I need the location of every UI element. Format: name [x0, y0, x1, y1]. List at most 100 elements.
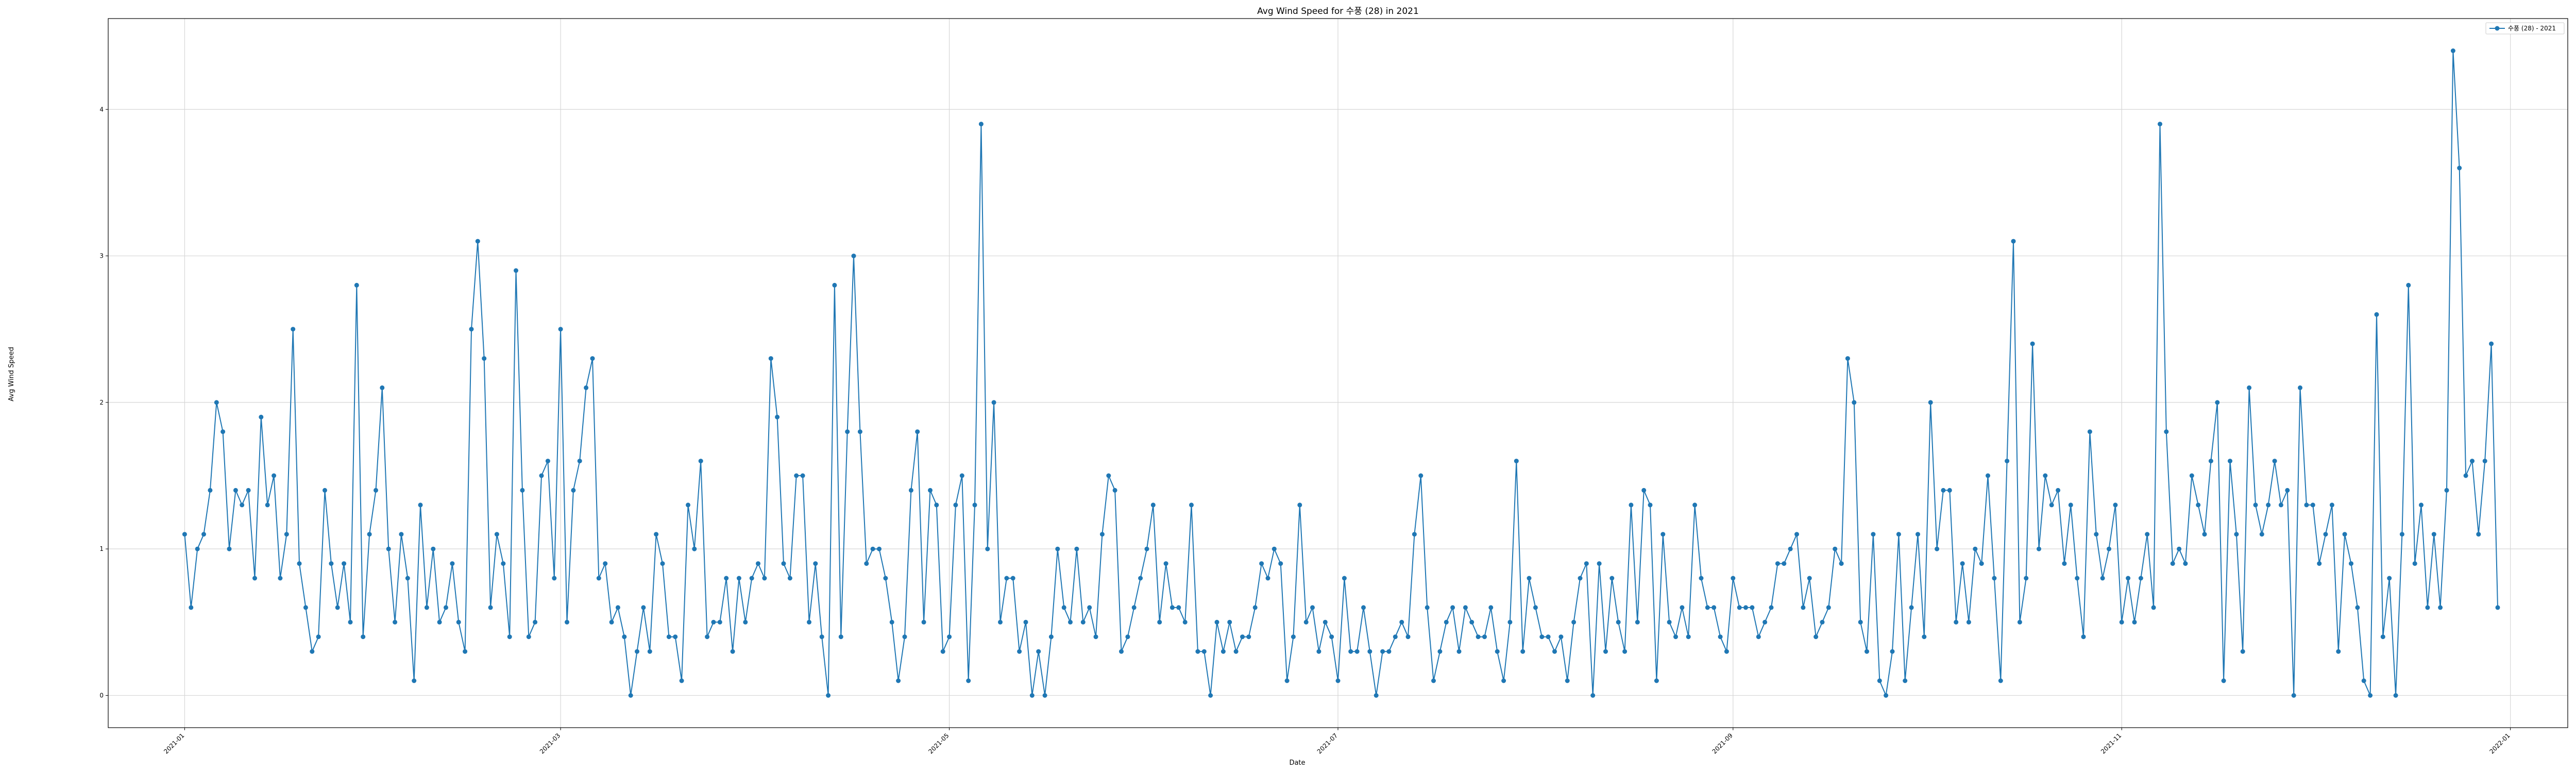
series-line [184, 50, 2498, 696]
data-point [902, 634, 907, 640]
data-point [1979, 561, 1984, 566]
data-point [1673, 634, 1678, 640]
data-point [2259, 532, 2264, 537]
data-point [552, 576, 557, 581]
data-point [2068, 502, 2073, 508]
data-point [2087, 429, 2092, 434]
data-point [246, 488, 251, 493]
series-layer [182, 48, 2500, 698]
data-point [1852, 400, 1857, 405]
data-point [1259, 561, 1264, 566]
data-point [431, 546, 436, 551]
data-point [1456, 649, 1462, 654]
data-point [450, 561, 455, 566]
data-point [1692, 502, 1698, 508]
data-point [1163, 561, 1168, 566]
data-point [889, 619, 894, 625]
data-point [730, 649, 735, 654]
data-point [1036, 649, 1041, 654]
data-point [647, 649, 652, 654]
data-point [2361, 678, 2366, 683]
data-point [1769, 605, 1774, 610]
data-point [2145, 532, 2150, 537]
data-point [2438, 605, 2443, 610]
data-point [1425, 605, 1430, 610]
data-point [1527, 576, 1532, 581]
data-point [1686, 634, 1691, 640]
data-point [2094, 532, 2099, 537]
data-point [1641, 488, 1647, 493]
data-point [1896, 532, 1901, 537]
data-point [1476, 634, 1481, 640]
data-point [1762, 619, 1768, 625]
data-point [558, 327, 563, 332]
data-point [1023, 619, 1028, 625]
data-point [1546, 634, 1551, 640]
data-point [928, 488, 933, 493]
data-point [1444, 619, 1449, 625]
data-point [2450, 48, 2455, 53]
data-point [603, 561, 608, 566]
data-point [284, 532, 289, 537]
data-point [1125, 634, 1130, 640]
data-point [577, 459, 582, 464]
data-point [1068, 619, 1073, 625]
data-point [2329, 502, 2334, 508]
data-point [1884, 693, 1889, 698]
data-point [469, 327, 474, 332]
data-point [1603, 649, 1608, 654]
data-point [857, 429, 862, 434]
data-point [2368, 693, 2373, 698]
x-tick-label: 2021-05 [927, 732, 950, 755]
data-point [1399, 619, 1404, 625]
data-point [1106, 473, 1111, 478]
data-point [800, 473, 805, 478]
data-point [851, 254, 856, 259]
data-point [335, 605, 340, 610]
data-point [214, 400, 219, 405]
data-point [240, 502, 245, 508]
data-point [1750, 605, 1755, 610]
data-point [870, 546, 875, 551]
data-point [1450, 605, 1455, 610]
data-point [221, 429, 226, 434]
legend-box [2485, 22, 2565, 35]
data-point [832, 282, 837, 288]
data-point [1074, 546, 1079, 551]
y-tick-label: 4 [99, 106, 104, 113]
data-point [1794, 532, 1799, 537]
data-point [2100, 576, 2105, 581]
data-point [1469, 619, 1475, 625]
data-point [1144, 546, 1149, 551]
data-point [1909, 605, 1914, 610]
data-point [660, 561, 665, 566]
data-point [2037, 546, 2041, 551]
data-point [2425, 605, 2430, 610]
data-point [565, 619, 569, 625]
data-point [1552, 649, 1557, 654]
data-point [456, 619, 461, 625]
data-point [182, 532, 187, 537]
data-point [405, 576, 410, 581]
data-point [361, 634, 366, 640]
data-point [259, 414, 264, 419]
data-point [1578, 576, 1583, 581]
data-point [705, 634, 710, 640]
data-point [1431, 678, 1436, 683]
data-point [590, 356, 595, 361]
data-point [1865, 649, 1869, 654]
x-tick-label: 2021-11 [2099, 732, 2123, 755]
data-point [1507, 619, 1513, 625]
data-point [482, 356, 487, 361]
data-point [2132, 619, 2137, 625]
data-point [845, 429, 850, 434]
data-point [2228, 459, 2232, 464]
data-point [959, 473, 964, 478]
data-point [998, 619, 1003, 625]
data-point [1380, 649, 1385, 654]
data-point [1297, 502, 1302, 508]
data-point [1208, 693, 1213, 698]
data-point [501, 561, 506, 566]
data-point [1342, 576, 1347, 581]
data-point [1609, 576, 1615, 581]
